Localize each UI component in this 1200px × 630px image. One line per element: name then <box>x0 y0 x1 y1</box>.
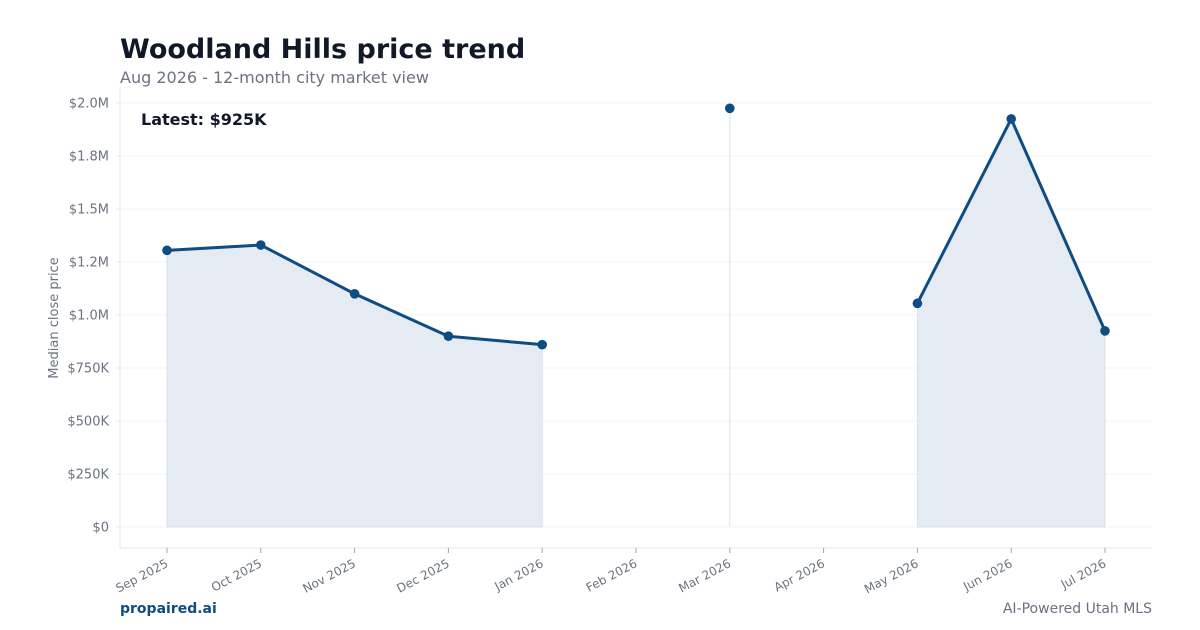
y-tick-label: $500K <box>67 415 109 430</box>
x-tick-label: Nov 2025 <box>300 556 358 595</box>
data-point <box>162 245 172 256</box>
data-points <box>162 103 1110 350</box>
footer-tagline: AI-Powered Utah MLS <box>1002 601 1152 617</box>
x-tick-label: Oct 2025 <box>209 556 264 594</box>
x-tick-label: Feb 2026 <box>584 556 640 594</box>
axes <box>116 87 1152 553</box>
y-tick-label: $2.0M <box>69 97 109 112</box>
chart-title: Woodland Hills price trend <box>120 34 526 65</box>
y-tick-label: $1.0M <box>69 309 109 324</box>
data-point <box>443 331 454 342</box>
data-point <box>537 339 547 350</box>
x-tick-label: Mar 2026 <box>676 556 733 595</box>
x-tick-label: Sep 2025 <box>114 556 171 595</box>
latest-value-annotation: Latest: $925K <box>141 110 267 129</box>
y-tick-label: $1.8M <box>69 150 109 165</box>
x-tick-label: May 2026 <box>862 556 921 596</box>
x-tick-label: Apr 2026 <box>772 556 827 594</box>
y-tick-label: $250K <box>67 468 109 483</box>
x-tick-label: Jul 2026 <box>1058 556 1109 592</box>
brand-logo-text[interactable]: propaired.ai <box>120 601 217 617</box>
y-tick-label: $1.5M <box>69 203 109 218</box>
data-point <box>349 289 360 299</box>
x-tick-label: Jan 2026 <box>491 556 545 594</box>
data-point <box>725 103 735 114</box>
data-point <box>1006 114 1016 124</box>
y-tick-label: $1.2M <box>69 256 109 271</box>
y-tick-label: $750K <box>67 362 109 377</box>
chart-subtitle: Aug 2026 - 12-month city market view <box>120 68 429 87</box>
x-tick-label: Dec 2025 <box>394 556 451 595</box>
x-tick-label: Jun 2026 <box>960 556 1014 594</box>
data-point <box>912 298 923 309</box>
y-axis-title: Median close price <box>47 257 62 378</box>
series-area-fill <box>166 244 543 528</box>
data-point <box>255 240 266 250</box>
data-point <box>1100 326 1110 336</box>
series-area-fill <box>916 117 1106 528</box>
area-fills <box>166 108 1106 528</box>
y-tick-label: $0 <box>92 521 109 536</box>
